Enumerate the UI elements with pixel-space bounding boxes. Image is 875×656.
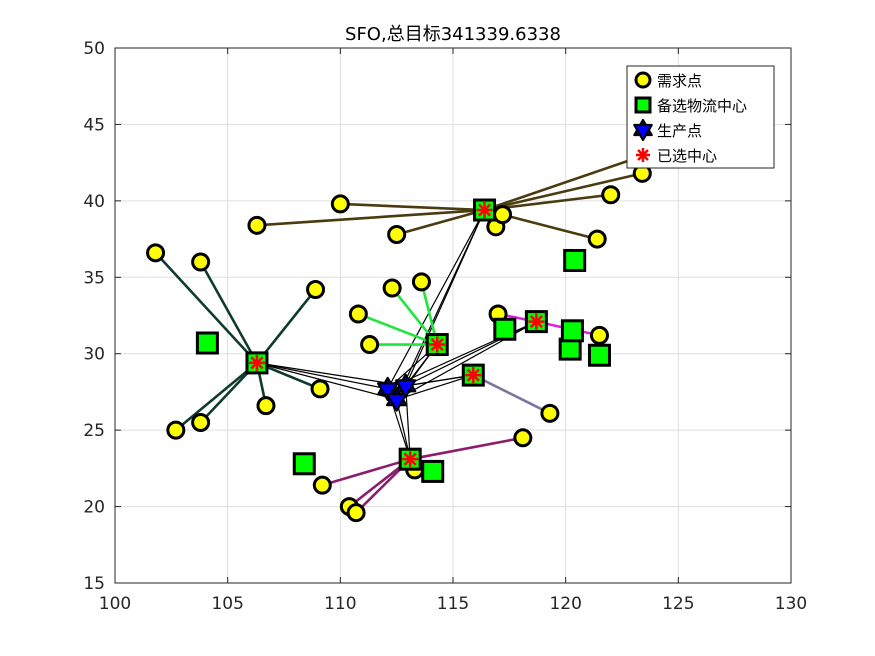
y-tick-label: 45 bbox=[83, 115, 105, 135]
hexagram-triangle-down bbox=[633, 123, 653, 142]
demand-link bbox=[321, 457, 411, 487]
demand-link bbox=[340, 202, 485, 212]
production-point-marker bbox=[386, 387, 408, 412]
production-point-marker bbox=[377, 376, 399, 401]
candidate-center-marker bbox=[195, 331, 219, 355]
demand-point-marker bbox=[513, 428, 533, 448]
candidate-center-marker bbox=[493, 317, 517, 341]
demand-point-marker bbox=[256, 396, 276, 416]
legend-label: 需求点 bbox=[657, 72, 702, 90]
demand-link bbox=[484, 172, 643, 212]
demand-point-marker bbox=[601, 185, 621, 205]
y-tick-label: 40 bbox=[83, 192, 105, 212]
demand-link bbox=[409, 436, 524, 461]
demand-point-marker bbox=[348, 304, 368, 324]
demand-point-marker bbox=[312, 475, 332, 495]
candidate-center-marker bbox=[563, 248, 587, 272]
demand-link bbox=[472, 373, 551, 415]
production-point-marker bbox=[395, 373, 417, 398]
selected-center-marker bbox=[248, 354, 265, 371]
supply-link bbox=[396, 374, 474, 401]
supply-link bbox=[405, 385, 411, 460]
x-tick-label: 120 bbox=[549, 594, 581, 614]
selected-center-marker bbox=[528, 313, 545, 330]
demand-link bbox=[256, 208, 485, 227]
x-tick-label: 130 bbox=[775, 594, 807, 614]
demand-link bbox=[255, 288, 317, 364]
demand-point-marker bbox=[493, 205, 513, 225]
x-tick-label: 100 bbox=[99, 594, 131, 614]
demand-point-marker bbox=[382, 278, 402, 298]
demand-point-marker bbox=[166, 420, 186, 440]
selected-center-marker bbox=[429, 336, 446, 353]
asterisk-stroke bbox=[529, 315, 543, 329]
supply-link bbox=[405, 209, 486, 387]
demand-point-marker bbox=[191, 413, 211, 432]
asterisk-stroke bbox=[637, 149, 649, 161]
demand-link bbox=[154, 251, 258, 364]
demand-point-marker bbox=[310, 379, 330, 399]
supply-link bbox=[387, 209, 486, 390]
x-tick-label: 115 bbox=[437, 594, 469, 614]
legend-label: 已选中心 bbox=[657, 147, 717, 165]
x-tick-label: 125 bbox=[662, 594, 694, 614]
supply-link bbox=[256, 362, 397, 401]
demand-link bbox=[175, 361, 258, 432]
y-tick-label: 15 bbox=[83, 574, 105, 594]
x-tick-label: 110 bbox=[324, 594, 356, 614]
y-tick-label: 35 bbox=[83, 268, 105, 288]
demand-point-marker bbox=[411, 272, 431, 292]
chart-title: SFO,总目标341339.6338 bbox=[345, 24, 561, 45]
selected-center-marker bbox=[402, 451, 419, 468]
axis-ticks: 100 105 110 115 120 125 130 15 20 25 30 35 40 45 50 bbox=[83, 39, 807, 614]
demand-point-marker bbox=[540, 403, 560, 423]
demand-point-marker bbox=[191, 252, 211, 272]
asterisk-stroke bbox=[430, 338, 444, 352]
demand-point-marker bbox=[387, 224, 407, 244]
y-tick-label: 30 bbox=[83, 345, 105, 365]
hexagram-triangle-down bbox=[386, 393, 408, 412]
hexagram-triangle-down bbox=[395, 379, 417, 398]
demand-link bbox=[396, 208, 485, 236]
legend-square-icon bbox=[634, 96, 652, 114]
demand-point-marker bbox=[360, 335, 380, 355]
asterisk-stroke bbox=[478, 203, 492, 217]
demand-point-marker bbox=[330, 194, 350, 214]
candidate-center-marker bbox=[292, 452, 316, 476]
legend-asterisk-icon bbox=[636, 148, 650, 162]
legend-box bbox=[626, 65, 775, 169]
selected-center-marker bbox=[465, 367, 482, 384]
candidate-center-marker bbox=[587, 343, 611, 367]
y-tick-label: 50 bbox=[83, 39, 105, 59]
legend-circle-icon bbox=[634, 71, 652, 89]
selected-center-marker bbox=[476, 202, 493, 219]
demand-link bbox=[357, 312, 438, 346]
supply-link bbox=[256, 362, 388, 390]
supply-link bbox=[256, 362, 406, 387]
legend-label: 生产点 bbox=[657, 122, 702, 140]
y-tick-label: 25 bbox=[83, 421, 105, 441]
asterisk-stroke bbox=[403, 452, 417, 466]
hexagram-triangle-down bbox=[377, 382, 399, 401]
asterisk-stroke bbox=[250, 356, 264, 370]
demand-point-marker bbox=[346, 503, 366, 523]
legend-label: 备选物流中心 bbox=[657, 97, 747, 115]
asterisk-stroke bbox=[466, 368, 480, 382]
y-tick-label: 20 bbox=[83, 498, 105, 518]
demand-point-marker bbox=[306, 280, 326, 300]
candidate-center-marker bbox=[560, 319, 584, 343]
candidate-center-marker bbox=[421, 459, 445, 483]
x-tick-label: 105 bbox=[211, 594, 243, 614]
legend-hexagram-icon bbox=[633, 118, 653, 142]
demand-point-marker bbox=[146, 243, 166, 263]
demand-link bbox=[199, 261, 259, 364]
demand-point-marker bbox=[587, 229, 607, 249]
demand-point-marker bbox=[589, 325, 609, 345]
demand-point-marker bbox=[247, 215, 267, 235]
